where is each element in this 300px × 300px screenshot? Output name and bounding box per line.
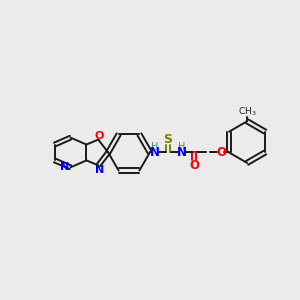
Text: N: N (176, 146, 187, 159)
Text: N: N (150, 146, 160, 159)
Text: N: N (95, 165, 104, 175)
Text: O: O (94, 130, 104, 141)
Text: O: O (216, 146, 226, 159)
Text: H: H (151, 142, 158, 152)
Text: O: O (189, 159, 200, 172)
Text: H: H (178, 142, 185, 152)
Text: CH$_3$: CH$_3$ (238, 105, 256, 118)
Text: N: N (60, 162, 69, 172)
Text: S: S (163, 133, 172, 146)
